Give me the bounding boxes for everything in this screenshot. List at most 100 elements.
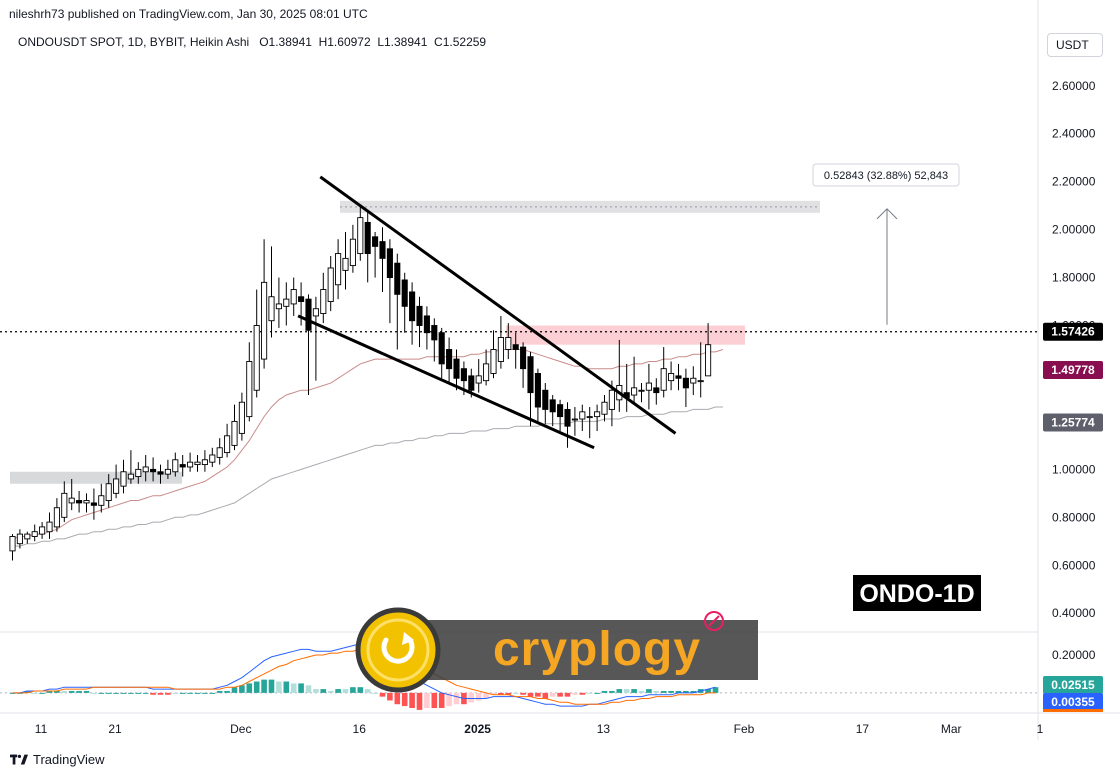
macd-histogram-bar — [505, 692, 512, 695]
macd-value-label-bg — [1043, 676, 1103, 694]
candle-body — [157, 471, 164, 475]
candle-body — [460, 368, 467, 382]
macd-histogram-bar — [91, 692, 97, 694]
candle-body — [660, 368, 667, 391]
candle-body — [290, 289, 297, 305]
candle-body — [90, 502, 97, 506]
candle-body — [645, 382, 652, 391]
symbol-legend: ONDOUSDT SPOT, 1D, BYBIT, Heikin Ashi O1… — [18, 35, 486, 49]
macd-histogram-bar — [527, 692, 534, 697]
candle-body — [409, 291, 416, 322]
candle-body — [142, 466, 149, 473]
y-tick-label: 0.60000 — [1052, 558, 1096, 572]
macd-histogram-bar — [231, 687, 238, 693]
macd-histogram-bar — [646, 689, 652, 693]
macd-histogram-bar — [623, 689, 630, 693]
legend-close: C1.52259 — [434, 35, 487, 49]
candle-body — [505, 337, 512, 350]
macd-histogram-bar — [61, 690, 68, 693]
macd-histogram-bar — [76, 690, 82, 693]
current-price-label: 1.57426 — [1051, 325, 1095, 339]
ma-fast-label: 1.49778 — [1051, 363, 1095, 377]
candle-body — [697, 380, 704, 383]
logo-wordmark: cryplogy — [493, 623, 701, 676]
macd-histogram-bar — [290, 683, 297, 693]
x-tick-label: 16 — [353, 722, 367, 736]
candle-body — [549, 399, 556, 413]
y-tick-label: 0.40000 — [1052, 606, 1096, 620]
currency-selector[interactable]: USDT — [1047, 33, 1103, 57]
candle-body — [638, 389, 645, 392]
macd-histogram-bar — [631, 689, 637, 693]
alert-icon-slash — [708, 615, 720, 627]
candle-body — [187, 461, 194, 468]
macd-histogram-bar — [683, 690, 689, 693]
macd-histogram-bar — [298, 683, 304, 693]
macd-histogram-bar — [638, 690, 645, 693]
x-tick-label: Dec — [230, 722, 251, 736]
macd-histogram-bar — [239, 685, 245, 693]
candle-body — [571, 418, 578, 421]
candle-body — [564, 408, 571, 427]
candle-body — [520, 346, 527, 370]
macd-histogram-bar — [572, 692, 578, 695]
macd-histogram-bar — [424, 692, 430, 708]
macd-histogram-bar — [157, 692, 164, 695]
macd-histogram-bar — [535, 692, 541, 697]
macd-histogram-bar — [712, 687, 719, 693]
candle-body — [527, 356, 534, 394]
signal-value-label-bg — [1043, 693, 1103, 711]
support-zone — [10, 471, 182, 484]
candle-body — [179, 464, 186, 468]
x-tick-label: 1 — [1037, 722, 1044, 736]
candle-body — [24, 533, 31, 540]
candle-body — [253, 325, 260, 391]
macd-histogram-bar — [564, 692, 571, 697]
candle-body — [68, 497, 75, 504]
macd-histogram-bar — [557, 692, 563, 697]
macd-histogram-bar — [135, 692, 142, 694]
x-tick-label: 2025 — [464, 722, 491, 736]
candle-body — [120, 471, 127, 487]
candle-body — [579, 411, 586, 420]
candle-body — [268, 296, 275, 322]
watermark-label: ONDO-1D — [859, 580, 974, 608]
candle-body — [386, 248, 393, 279]
candle-body — [542, 389, 549, 410]
macd-histogram-bar — [675, 690, 682, 693]
candle-body — [172, 459, 179, 473]
x-tick-label: 21 — [108, 722, 122, 736]
candle-body — [438, 332, 445, 365]
macd-histogram-bar — [246, 683, 253, 693]
legend-symbol: ONDOUSDT SPOT, 1D, BYBIT, Heikin Ashi — [18, 35, 250, 49]
logo-banner — [415, 620, 758, 680]
candle-body — [608, 389, 615, 410]
macd-histogram-bar — [113, 692, 119, 694]
candle-body — [446, 349, 453, 370]
wedge-trendline — [319, 175, 677, 435]
alert-icon — [704, 611, 724, 631]
macd-histogram-bar — [446, 692, 452, 707]
candle-body — [364, 221, 371, 255]
x-tick-label: Feb — [734, 722, 755, 736]
candle-body — [53, 507, 60, 528]
macd-histogram-bar — [549, 692, 556, 697]
candle-body — [31, 531, 38, 537]
candle-body — [216, 447, 223, 458]
candle-body — [342, 257, 349, 271]
macd-histogram-bar — [490, 692, 497, 695]
candle-body — [335, 253, 342, 286]
macd-histogram-bar — [483, 692, 489, 699]
candle-body — [512, 344, 519, 350]
candle-body — [246, 361, 253, 418]
signal-value-label: 0.00355 — [1051, 695, 1095, 709]
candle-body — [682, 377, 689, 389]
macd-histogram-bar — [142, 692, 149, 694]
x-tick-label: 17 — [856, 722, 870, 736]
candle-body — [98, 495, 105, 506]
macd-histogram-bar — [498, 692, 504, 695]
candle-body — [201, 459, 208, 466]
macd-histogram-bar — [342, 689, 349, 693]
macd-histogram-bar — [39, 692, 45, 694]
